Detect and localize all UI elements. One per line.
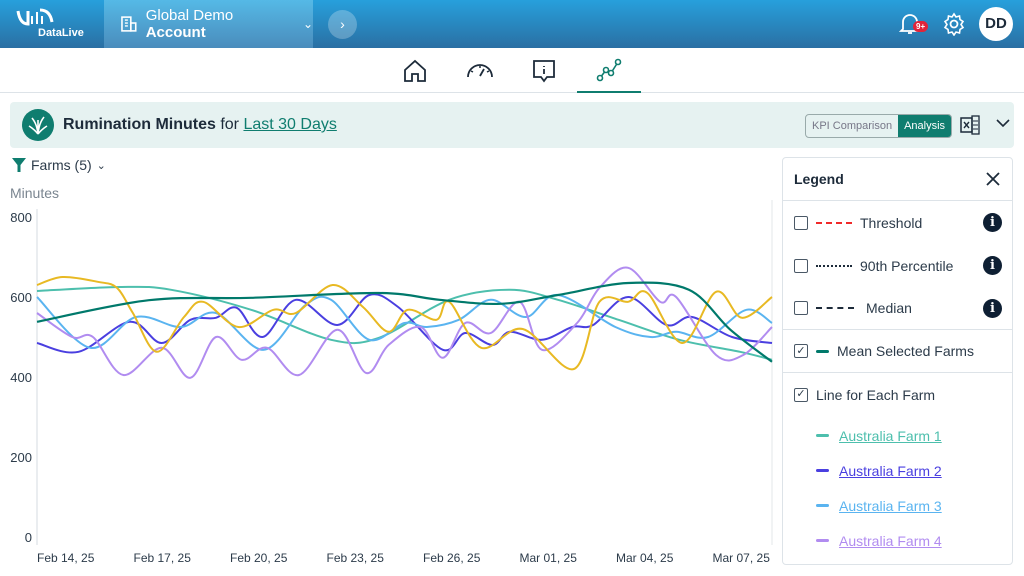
legend-farm-item[interactable]: Australia Farm 4 — [783, 523, 1012, 558]
x-tick-label: Feb 23, 25 — [327, 551, 385, 565]
account-selector[interactable]: Global Demo Account ⌄ — [104, 0, 313, 48]
line-swatch — [816, 539, 829, 542]
checkbox[interactable] — [794, 258, 808, 273]
title-for: for — [215, 116, 244, 133]
tab-analysis[interactable] — [577, 48, 641, 93]
view-toggle: KPI Comparison Analysis — [805, 114, 953, 138]
farm-link[interactable]: Australia Farm 4 — [839, 532, 942, 549]
y-tick-label: 0 — [25, 530, 32, 545]
checkbox[interactable]: ✓ — [794, 387, 808, 402]
chevron-down-icon[interactable] — [996, 118, 1010, 128]
chevron-down-icon: ⌄ — [96, 159, 106, 172]
home-icon — [404, 59, 426, 82]
analysis-button[interactable]: Analysis — [898, 115, 952, 137]
avatar[interactable]: DD — [979, 7, 1013, 41]
legend-farm-item[interactable]: Australia Farm 3 — [783, 488, 1012, 523]
legend-farm-item[interactable]: Australia Farm 1 — [783, 418, 1012, 453]
gauge-icon — [467, 63, 493, 77]
tab-alerts[interactable] — [512, 48, 576, 93]
series-line-4 — [36, 266, 773, 379]
legend-item-90th-percentile[interactable]: 90th Percentile i — [783, 244, 1012, 287]
logo-text: DataLive — [38, 27, 84, 39]
legend-label: Median — [866, 300, 912, 316]
series-line-2 — [36, 293, 773, 354]
legend-item-median[interactable]: Median i — [783, 287, 1012, 330]
info-icon[interactable]: i — [983, 299, 1002, 318]
legend-title: Legend — [794, 171, 844, 187]
excel-export-icon[interactable] — [960, 115, 980, 135]
close-icon[interactable] — [986, 172, 1000, 186]
y-axis-title: Minutes — [10, 185, 60, 201]
legend-item-threshold[interactable]: Threshold i — [783, 201, 1012, 244]
dashed-line-swatch — [816, 221, 852, 224]
main-nav — [0, 48, 1024, 93]
line-swatch — [816, 469, 829, 472]
line-swatch — [816, 434, 829, 437]
alert-icon — [533, 59, 555, 82]
tab-dashboard[interactable] — [448, 48, 512, 93]
legend-farm-item[interactable]: Australia Farm 2 — [783, 453, 1012, 488]
x-tick-label: Feb 20, 25 — [230, 551, 288, 565]
tab-home[interactable] — [383, 48, 447, 93]
checkbox[interactable] — [794, 301, 808, 315]
legend-item-each-farm[interactable]: ✓ Line for Each Farm — [783, 373, 1012, 416]
series-line-6 — [36, 281, 773, 363]
y-tick-label: 600 — [10, 290, 32, 305]
legend-label: Line for Each Farm — [816, 386, 936, 403]
datalive-logo[interactable]: DataLive — [16, 8, 84, 39]
series-line-5 — [36, 275, 773, 371]
info-icon[interactable]: i — [983, 213, 1002, 232]
series-line-3 — [36, 293, 773, 351]
dotted-line-swatch — [816, 264, 852, 267]
top-bar: DataLive Global Demo Account ⌄ › 9+ DD — [0, 0, 1024, 48]
expand-sidebar-button[interactable]: › — [328, 10, 357, 39]
farm-link[interactable]: Australia Farm 1 — [839, 427, 942, 444]
y-tick-label: 400 — [10, 370, 32, 385]
page-title: Rumination Minutes for Last 30 Days — [63, 116, 337, 134]
grass-icon — [22, 109, 54, 141]
filter-icon — [12, 158, 26, 172]
metric-name: Rumination Minutes — [63, 116, 216, 133]
legend-label: Threshold — [860, 214, 923, 231]
kpi-comparison-button[interactable]: KPI Comparison — [812, 120, 893, 132]
farms-filter-label: Farms (5) — [31, 157, 92, 173]
farm-link[interactable]: Australia Farm 3 — [839, 497, 942, 514]
x-tick-label: Feb 14, 25 — [37, 551, 95, 565]
legend-item-mean[interactable]: ✓ Mean Selected Farms — [783, 330, 1012, 373]
x-tick-label: Mar 07, 25 — [713, 551, 771, 565]
line-chart: 0 200 400 600 800 Feb 14, 25 Feb 17, 25 Feb 20,… — [10, 200, 773, 565]
legend-panel: Legend Threshold i 90th Percentile i Media… — [782, 157, 1013, 565]
farm-link[interactable]: Australia Farm 2 — [839, 462, 942, 479]
checkbox[interactable] — [794, 215, 808, 230]
x-tick-label: Feb 17, 25 — [134, 551, 192, 565]
gear-icon[interactable] — [942, 12, 966, 36]
dashed-line-swatch — [816, 307, 854, 309]
y-tick-label: 800 — [10, 210, 32, 225]
farms-filter[interactable]: Farms (5) ⌄ — [12, 157, 106, 173]
logo-mark-icon — [16, 8, 54, 26]
y-tick-label: 200 — [10, 450, 32, 465]
x-tick-label: Feb 26, 25 — [423, 551, 481, 565]
analysis-icon — [596, 58, 622, 81]
x-tick-label: Mar 01, 25 — [520, 551, 578, 565]
line-swatch — [816, 349, 829, 353]
checkbox[interactable]: ✓ — [794, 344, 808, 358]
x-tick-label: Mar 04, 25 — [616, 551, 674, 565]
metric-title-bar: Rumination Minutes for Last 30 Days KPI … — [10, 102, 1014, 148]
notification-badge: 9+ — [913, 21, 929, 32]
period-link[interactable]: Last 30 Days — [243, 116, 337, 133]
building-icon — [121, 16, 137, 32]
legend-label: Mean Selected Farms — [837, 343, 974, 359]
line-swatch — [816, 504, 829, 507]
chevron-down-icon: ⌄ — [302, 17, 313, 31]
info-icon[interactable]: i — [983, 256, 1002, 275]
account-name: Global Demo Account — [145, 7, 234, 41]
legend-label: 90th Percentile — [860, 257, 954, 274]
